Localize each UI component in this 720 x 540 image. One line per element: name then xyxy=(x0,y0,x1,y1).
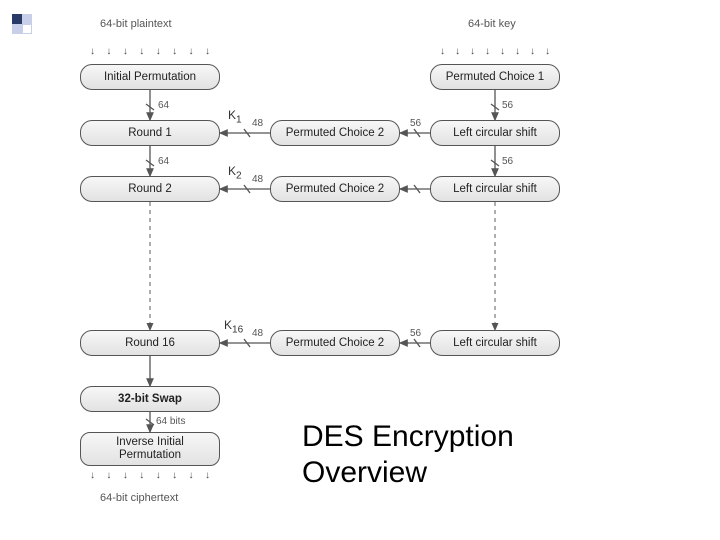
edge-56-h1: 56 xyxy=(410,118,421,129)
edge-56-b: 56 xyxy=(502,156,513,167)
edge-56-a: 56 xyxy=(502,100,513,111)
edge-56-h16: 56 xyxy=(410,328,421,339)
arrows-out-iip: ↓↓↓↓↓↓↓↓ xyxy=(90,470,210,481)
label-k1: K1 xyxy=(228,108,242,125)
label-k16: K16 xyxy=(224,318,243,335)
edge-48-16: 48 xyxy=(252,328,263,339)
edge-48-2: 48 xyxy=(252,174,263,185)
edge-48-1: 48 xyxy=(252,118,263,129)
slide-title-line1: DES Encryption xyxy=(298,418,518,456)
label-ciphertext: 64-bit ciphertext xyxy=(100,492,178,504)
label-k2: K2 xyxy=(228,164,242,181)
edge-64-b: 64 xyxy=(158,156,169,167)
edge-64-a: 64 xyxy=(158,100,169,111)
des-diagram: 64-bit plaintext 64-bit key ↓↓↓↓↓↓↓↓ ↓↓↓… xyxy=(0,0,720,540)
slide-title-line2: Overview xyxy=(298,454,431,492)
edge-64bits: 64 bits xyxy=(156,416,185,427)
